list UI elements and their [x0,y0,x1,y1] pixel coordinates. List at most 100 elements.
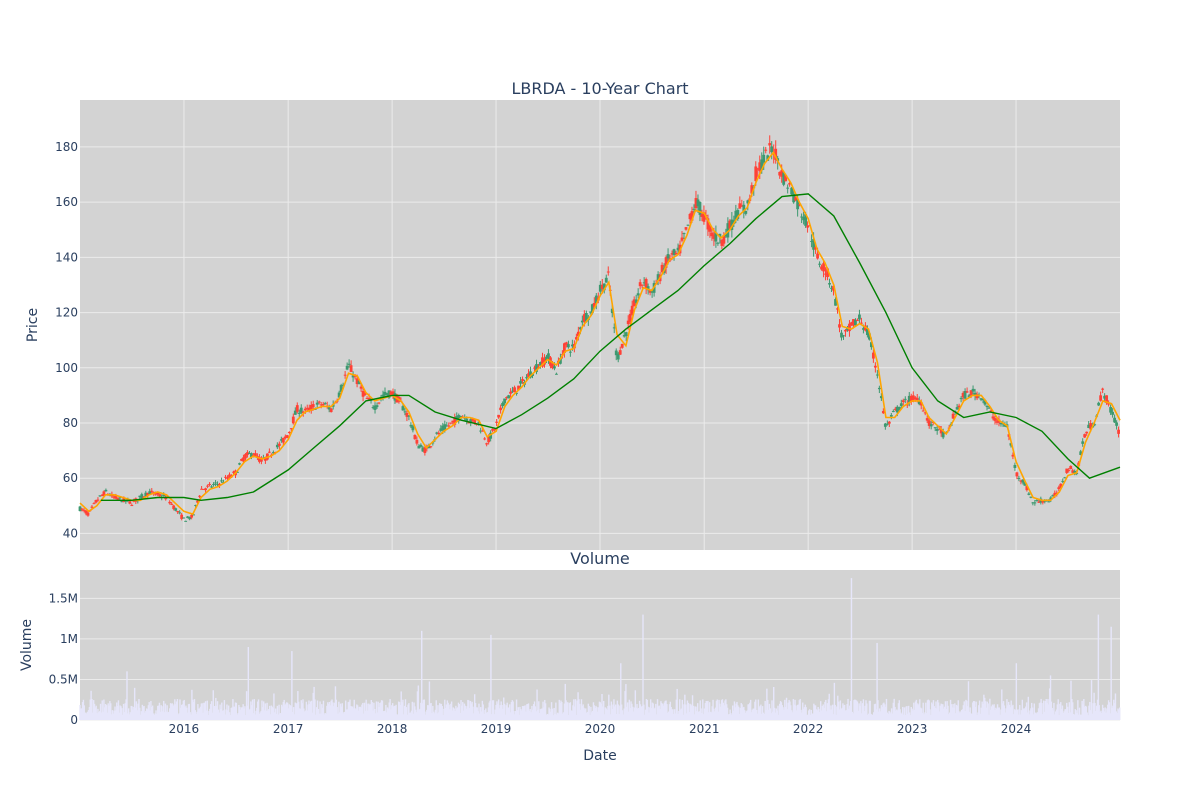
volume-bar [251,699,254,720]
volume-bar [274,708,277,720]
volume-bar [1027,696,1030,720]
volume-bar [167,712,169,720]
volume-bar [182,700,185,720]
volume-bar [388,702,390,720]
volume-bar [772,711,774,720]
volume-bar [1116,713,1118,720]
volume-bar [493,714,496,720]
volume-bar [790,705,792,720]
candle-body [768,143,772,146]
candle-body [726,223,730,238]
volume-bar [888,710,890,720]
date-axis-label: Date [583,748,616,764]
candle-body [632,299,636,307]
volume-bar [152,713,155,720]
candle-body [971,388,975,392]
volume-bar [949,699,952,720]
candle-body [700,214,704,217]
volume-bar [117,700,120,720]
volume-bar [697,712,700,720]
volume-bar [916,703,918,720]
volume-bar [515,710,517,720]
volume-axis-label: Volume [19,619,35,671]
volume-bar [1049,675,1052,720]
volume-bar [232,699,234,720]
volume-bar [429,703,431,720]
volume-bar [397,701,400,720]
volume-bar [174,699,176,720]
volume-bar [239,706,241,720]
candle-body [248,453,251,455]
volume-bar [822,704,824,720]
volume-bar [884,704,886,720]
volume-bar [237,713,239,720]
volume-bar [595,705,597,720]
volume-bar [629,707,631,720]
volume-bar [103,699,105,720]
volume-bar [1118,709,1120,720]
volume-bar [572,705,574,720]
volume-bar [630,701,632,720]
candle-body [648,290,652,293]
candle-body [555,373,558,375]
volume-bar [708,702,711,720]
candle-body [455,416,459,419]
volume-bar [534,706,537,720]
volume-bar [551,708,554,720]
volume-bar [980,707,983,720]
volume-bar [289,705,291,720]
volume-bar [766,688,768,720]
candle-body [680,237,684,241]
volume-bar [960,711,962,720]
volume-bar [287,708,290,720]
volume-bar [805,707,807,720]
candle-body [457,415,461,421]
volume-bar [773,707,776,720]
volume-bar [1032,714,1035,720]
candle-body [539,362,542,366]
candle-body [228,474,231,479]
year-tick-label: 2018 [377,722,408,736]
volume-bar [393,705,396,720]
volume-bar [949,712,951,720]
volume-bar [620,663,622,720]
candle-body [834,299,837,306]
volume-bar [643,704,645,720]
volume-bar [431,713,433,720]
volume-bar [418,709,420,720]
volume-bar [126,671,128,720]
volume-bar [400,691,402,720]
volume-bar [935,701,937,720]
volume-bar [507,707,509,720]
volume-bar [204,702,206,720]
volume-bar [250,701,252,720]
volume-bar [538,713,541,720]
candle-body [708,225,712,232]
volume-bar [969,707,971,720]
volume-bars [79,578,1121,720]
candle-body [710,232,714,237]
volume-bar [419,708,421,720]
volume-bar [755,709,758,720]
candle-body [246,452,249,455]
volume-bar [587,703,590,720]
volume-bar [904,714,906,720]
candle-body [204,488,207,491]
volume-bar [280,713,282,720]
volume-bar [867,713,870,720]
volume-bar [885,698,888,720]
volume-bar [1099,711,1101,720]
volume-bar [1069,712,1071,720]
candle-body [893,408,897,410]
volume-bar [361,704,363,720]
volume-bar [1103,711,1106,720]
volume-bar [1060,702,1062,720]
volume-bar [461,705,463,720]
candle-body [1013,464,1017,468]
volume-bar [603,700,605,720]
volume-bar [704,703,707,720]
candle-body [279,439,283,441]
volume-bar [245,691,248,720]
volume-bar [833,682,836,720]
volume-bar [234,702,237,720]
